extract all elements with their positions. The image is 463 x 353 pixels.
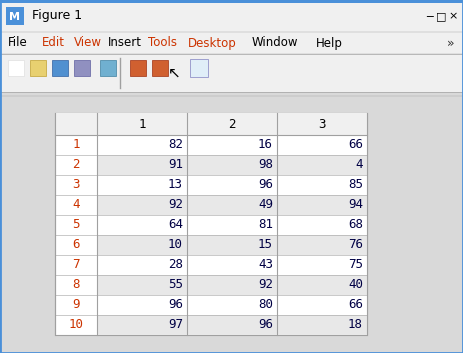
Bar xyxy=(97,295,367,315)
Text: 96: 96 xyxy=(258,179,273,191)
Bar xyxy=(97,255,367,275)
Text: 8: 8 xyxy=(72,279,80,292)
Bar xyxy=(97,175,367,195)
Text: Figure 1: Figure 1 xyxy=(32,10,82,23)
Text: Window: Window xyxy=(252,36,299,49)
Text: 81: 81 xyxy=(258,219,273,232)
Bar xyxy=(0,32,463,54)
Text: 85: 85 xyxy=(348,179,363,191)
Text: □: □ xyxy=(436,11,446,21)
Text: File: File xyxy=(8,36,28,49)
Text: 16: 16 xyxy=(258,138,273,151)
Text: 91: 91 xyxy=(168,158,183,172)
Bar xyxy=(97,275,367,295)
Bar xyxy=(30,60,46,76)
Text: 55: 55 xyxy=(168,279,183,292)
Bar xyxy=(190,59,208,77)
Text: 98: 98 xyxy=(258,158,273,172)
Text: 40: 40 xyxy=(348,279,363,292)
Text: 18: 18 xyxy=(348,318,363,331)
Bar xyxy=(97,315,367,335)
Text: Edit: Edit xyxy=(42,36,65,49)
Bar xyxy=(0,0,463,3)
Text: 80: 80 xyxy=(258,299,273,311)
Text: 94: 94 xyxy=(348,198,363,211)
Bar xyxy=(97,195,367,215)
Text: ─: ─ xyxy=(425,11,432,21)
Text: »: » xyxy=(447,36,455,49)
Text: 5: 5 xyxy=(72,219,80,232)
Text: 10: 10 xyxy=(168,239,183,251)
Text: View: View xyxy=(74,36,102,49)
Bar xyxy=(0,0,463,32)
Text: 9: 9 xyxy=(72,299,80,311)
Text: 75: 75 xyxy=(348,258,363,271)
Text: 76: 76 xyxy=(348,239,363,251)
Bar xyxy=(0,54,463,92)
Text: M: M xyxy=(10,12,20,22)
Text: 49: 49 xyxy=(258,198,273,211)
Text: 6: 6 xyxy=(72,239,80,251)
Bar xyxy=(97,215,367,235)
Text: 28: 28 xyxy=(168,258,183,271)
Text: ×: × xyxy=(448,11,458,21)
Text: 4: 4 xyxy=(72,198,80,211)
Text: 92: 92 xyxy=(258,279,273,292)
Text: 66: 66 xyxy=(348,299,363,311)
Text: 68: 68 xyxy=(348,219,363,232)
Text: ↖: ↖ xyxy=(168,66,181,80)
Bar xyxy=(152,60,168,76)
Bar xyxy=(97,235,367,255)
Text: 43: 43 xyxy=(258,258,273,271)
Text: 97: 97 xyxy=(168,318,183,331)
Text: 1: 1 xyxy=(72,138,80,151)
Text: 3: 3 xyxy=(318,118,326,131)
Text: 4: 4 xyxy=(356,158,363,172)
Text: Desktop: Desktop xyxy=(188,36,237,49)
Text: 2: 2 xyxy=(228,118,236,131)
Text: 64: 64 xyxy=(168,219,183,232)
Text: 66: 66 xyxy=(348,138,363,151)
Bar xyxy=(8,60,24,76)
Bar xyxy=(97,155,367,175)
Text: 10: 10 xyxy=(69,318,83,331)
Bar xyxy=(130,60,146,76)
Bar xyxy=(74,60,90,76)
Bar xyxy=(55,113,367,335)
Text: 92: 92 xyxy=(168,198,183,211)
Text: Insert: Insert xyxy=(108,36,142,49)
Bar xyxy=(97,135,367,155)
Text: 96: 96 xyxy=(258,318,273,331)
Text: 15: 15 xyxy=(258,239,273,251)
Bar xyxy=(6,7,24,25)
Text: 96: 96 xyxy=(168,299,183,311)
Text: 13: 13 xyxy=(168,179,183,191)
Text: Help: Help xyxy=(316,36,343,49)
Text: 7: 7 xyxy=(72,258,80,271)
Bar xyxy=(0,96,463,353)
Text: Tools: Tools xyxy=(148,36,177,49)
Text: 82: 82 xyxy=(168,138,183,151)
Text: 1: 1 xyxy=(138,118,146,131)
Bar xyxy=(100,60,116,76)
Bar xyxy=(55,113,367,135)
Text: 2: 2 xyxy=(72,158,80,172)
Bar xyxy=(52,60,68,76)
Text: 3: 3 xyxy=(72,179,80,191)
